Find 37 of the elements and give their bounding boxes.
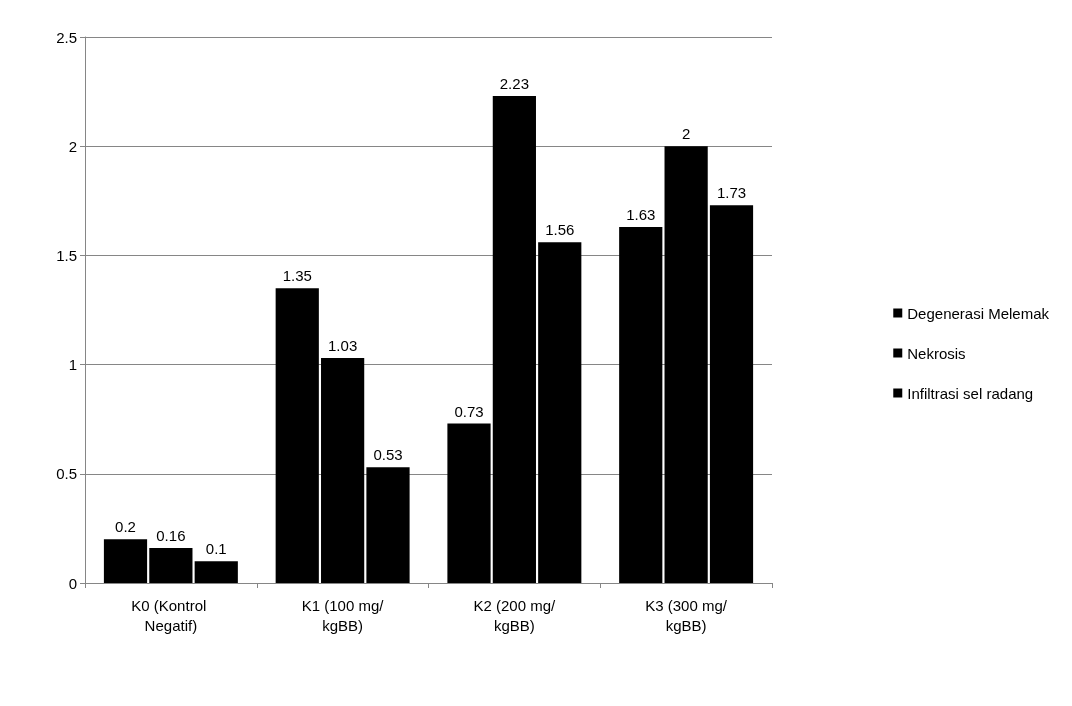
data-label: 0.1 <box>205 540 227 558</box>
bar <box>664 146 708 583</box>
bar <box>447 423 491 583</box>
data-label: 0.73 <box>454 402 484 420</box>
bar <box>149 548 193 583</box>
y-tick-label: 2 <box>68 137 77 155</box>
y-tick-label: 0 <box>68 574 77 592</box>
data-label: 1.03 <box>328 337 358 355</box>
data-label: 1.56 <box>545 221 575 239</box>
data-label: 1.73 <box>716 184 747 202</box>
data-label: 2 <box>681 125 691 143</box>
data-label: 0.53 <box>373 446 403 464</box>
data-label: 0.16 <box>156 527 186 545</box>
x-tick-label: K0 (Kontrol Negatif) <box>131 596 211 634</box>
bar <box>538 242 582 583</box>
legend-label: Nekrosis <box>907 344 966 362</box>
bar <box>619 227 663 583</box>
legend-label: Infiltrasi sel radang <box>907 384 1034 402</box>
x-tick-label: K3 (300 mg/kgBB) <box>645 596 728 634</box>
x-tick-label: K1 (100 mg/kgBB) <box>301 596 385 634</box>
data-label: 1.35 <box>282 267 312 285</box>
bar <box>194 561 238 583</box>
y-tick-label: 0.5 <box>56 465 77 483</box>
bar <box>366 467 410 583</box>
bar <box>709 205 754 583</box>
data-label: 1.63 <box>626 206 656 224</box>
data-label: 0.2 <box>115 518 136 536</box>
y-tick-label: 1 <box>68 356 77 374</box>
data-label: 2.23 <box>499 74 529 92</box>
legend-label: Degenerasi Melemak <box>907 304 1050 322</box>
x-tick-label: K2 (200 mg/kgBB) <box>473 596 557 634</box>
bar <box>103 539 148 583</box>
y-tick-label: 2.5 <box>56 28 77 46</box>
y-tick-label: 1.5 <box>56 246 77 264</box>
bar <box>492 95 536 583</box>
bar <box>275 288 319 583</box>
bar <box>321 358 365 583</box>
